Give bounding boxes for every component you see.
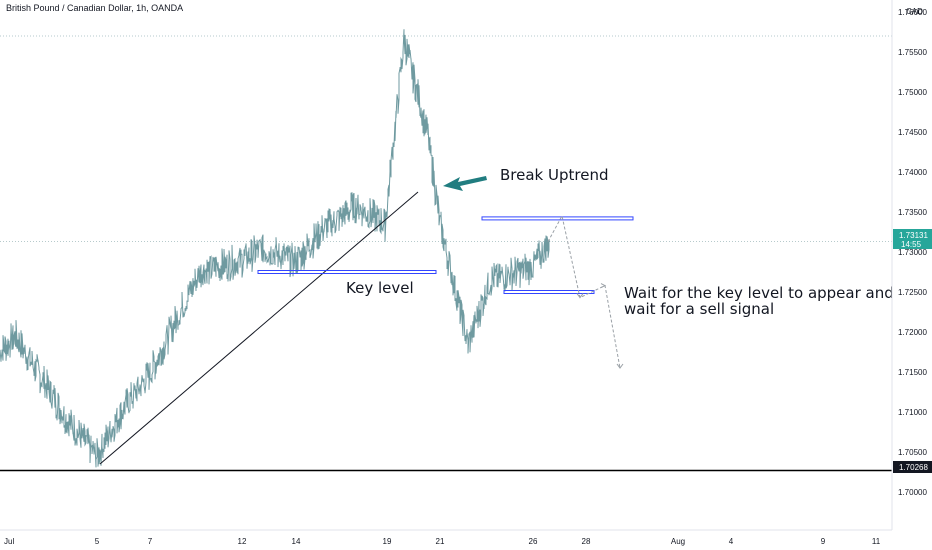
time-tick-label: 26 (529, 537, 538, 546)
time-tick-label: 21 (436, 537, 445, 546)
price-tick-label: 1.70000 (898, 488, 927, 497)
time-tick-label: 9 (821, 537, 826, 546)
price-axis: 1.76000 1.75500 1.75000 1.74500 1.74000 1.735… (898, 8, 927, 497)
time-tick-label: 7 (148, 537, 153, 546)
last-price-value: 1.73131 (899, 231, 928, 240)
price-tick-label: 1.71500 (898, 368, 927, 377)
price-tick-label: 1.72000 (898, 328, 927, 337)
projected-path-dashed (547, 214, 624, 369)
break-uptrend-label: Break Uptrend (500, 166, 608, 184)
price-series-line (0, 29, 551, 468)
time-tick-label: 5 (95, 537, 100, 546)
uptrend-line (99, 191, 419, 465)
break-arrow-icon (443, 176, 487, 191)
support-price-value: 1.70268 (899, 463, 928, 472)
price-tick-label: 1.72500 (898, 288, 927, 297)
wait-text-line2: wait for a sell signal (624, 300, 774, 318)
time-tick-label: Jul (4, 537, 14, 546)
chart-grid (0, 35, 892, 243)
price-tick-label: 1.71000 (898, 408, 927, 417)
projection-arrowhead (576, 293, 584, 299)
projection-arrowhead (616, 363, 624, 369)
time-tick-label: 12 (238, 537, 247, 546)
key-level-zone (257, 270, 437, 274)
lower-key-zone (503, 290, 595, 294)
projection-polyline (547, 214, 621, 369)
time-tick-label: 28 (582, 537, 591, 546)
wait-text-line1: Wait for the key level to appear and (624, 284, 894, 302)
time-tick-label: 14 (292, 537, 301, 546)
time-tick-label: 4 (729, 537, 734, 546)
key-level-label: Key level (346, 279, 414, 297)
time-tick-label: 19 (383, 537, 392, 546)
price-tick-label: 1.76000 (898, 8, 927, 17)
last-price-tag (893, 229, 932, 249)
price-tick-label: 1.74000 (898, 168, 927, 177)
time-axis: Jul 5 7 12 14 19 21 26 28 Aug 4 9 11 (4, 537, 881, 546)
price-tick-label: 1.70500 (898, 448, 927, 457)
price-tick-label: 1.73500 (898, 208, 927, 217)
currency-label: CAD (906, 7, 923, 16)
last-price-countdown: 14:55 (901, 240, 922, 249)
support-price-tag (893, 461, 932, 473)
price-tick-label: 1.73000 (898, 248, 927, 257)
upper-resistance-zone (481, 216, 634, 221)
price-tick-label: 1.75000 (898, 88, 927, 97)
projection-arrowhead (600, 283, 607, 289)
chart-title: British Pound / Canadian Dollar, 1h, OAN… (6, 3, 184, 13)
time-tick-label: Aug (671, 537, 685, 546)
price-tick-label: 1.74500 (898, 128, 927, 137)
price-tick-label: 1.75500 (898, 48, 927, 57)
time-tick-label: 11 (872, 537, 881, 546)
break-arrow-shape (443, 176, 487, 191)
